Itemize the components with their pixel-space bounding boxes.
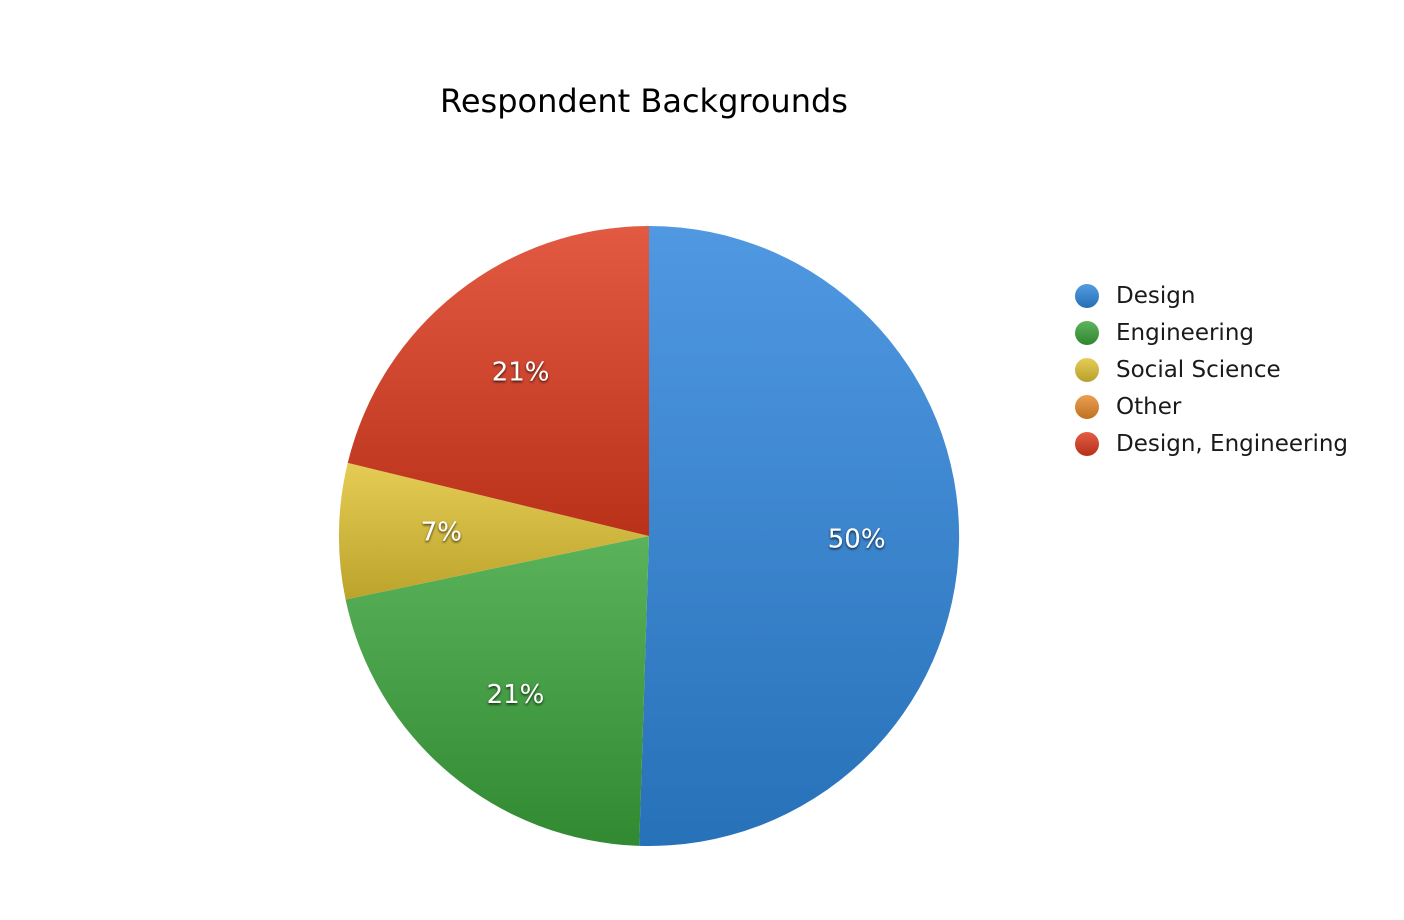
slice-label-design-engineering: 21% [492,358,550,388]
legend-item-engineering: Engineering [1075,320,1254,346]
legend-item-other: Other [1075,394,1182,420]
legend-item-social-science: Social Science [1075,357,1281,383]
legend-swatch-design [1075,284,1099,308]
legend-label-other: Other [1116,394,1182,420]
pie-slice-social-science [338,462,649,600]
slice-label-engineering: 21% [487,680,545,710]
legend-label-engineering: Engineering [1116,320,1254,346]
legend-item-design-engineering: Design, Engineering [1075,431,1348,457]
legend-label-design-engineering: Design, Engineering [1116,431,1348,457]
legend-swatch-design-engineering [1075,432,1099,456]
pie-slices [338,225,960,847]
legend-label-design: Design [1116,283,1195,309]
legend-label-social-science: Social Science [1116,357,1281,383]
slice-label-design: 50% [828,524,886,554]
pie-slice-design-engineering [347,226,649,536]
legend: Design Engineering Social Science Other Desi… [1075,283,1348,457]
legend-swatch-social-science [1075,358,1099,382]
slice-label-social-science: 7% [421,518,462,548]
chart-title: Respondent Backgrounds [440,82,848,120]
legend-swatch-other [1075,395,1099,419]
pie-slice-design [639,225,960,847]
legend-swatch-engineering [1075,321,1099,345]
legend-item-design: Design [1075,283,1195,309]
pie-slice-engineering [345,536,649,846]
slice-labels: 50% 21% 7% 21% [421,358,886,710]
